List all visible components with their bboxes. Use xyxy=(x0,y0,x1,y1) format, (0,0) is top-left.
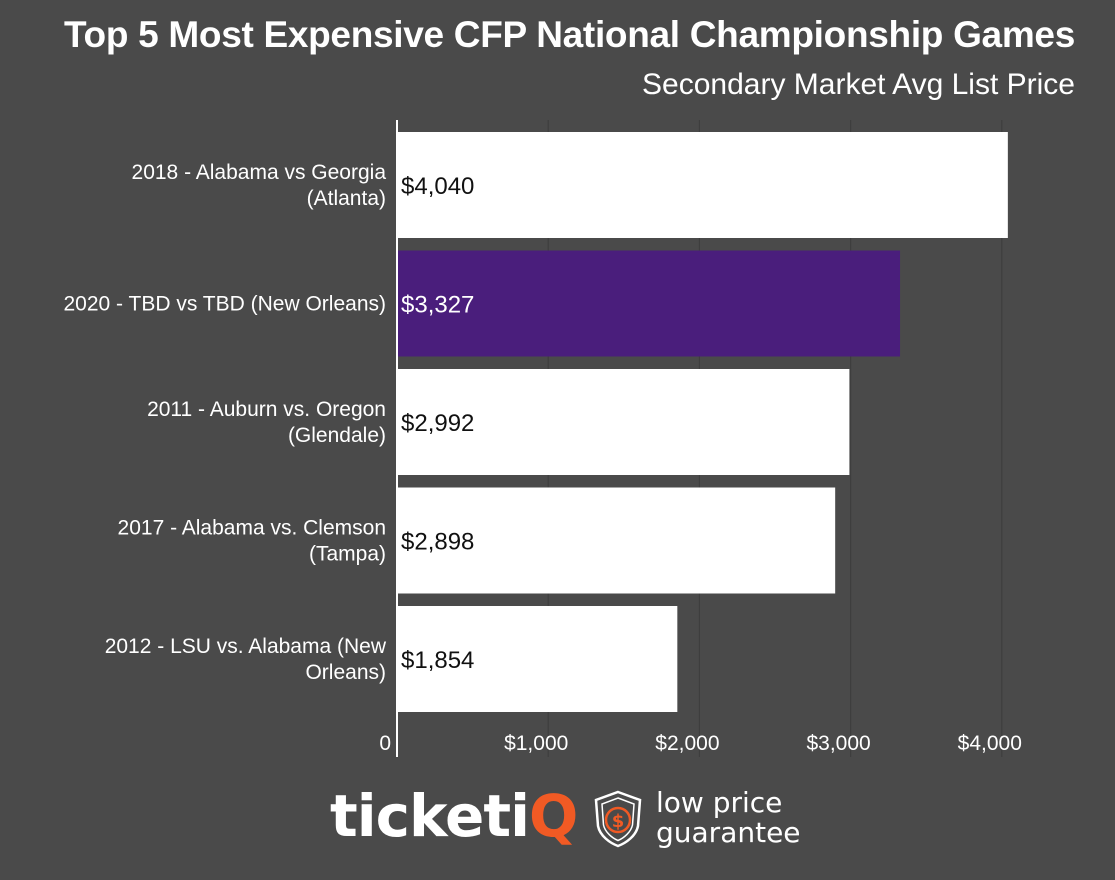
category-label: 2018 - Alabama vs Georgia xyxy=(132,161,387,184)
brand-prefix: ticketi xyxy=(330,782,530,850)
shield-dollar-icon: $ xyxy=(594,790,642,848)
bar-4 xyxy=(397,606,678,712)
category-label: (Glendale) xyxy=(288,424,386,447)
bars xyxy=(397,132,1008,712)
x-tick-label: $3,000 xyxy=(806,732,870,755)
bar-value-label: $3,327 xyxy=(401,292,474,319)
bar-3 xyxy=(397,487,836,594)
category-label: 2012 - LSU vs. Alabama (New xyxy=(105,635,387,658)
category-label: 2017 - Alabama vs. Clemson xyxy=(118,517,386,540)
category-label: Orleans) xyxy=(305,661,386,684)
bar-1 xyxy=(397,250,901,357)
x-tick-label: $1,000 xyxy=(504,732,568,755)
ticketiq-logo: ticketiQ $ low price guarantee xyxy=(330,780,810,860)
brand-accent-letter: Q xyxy=(528,782,578,850)
tagline: low price guarantee xyxy=(656,788,801,848)
bar-2 xyxy=(397,369,850,475)
labels: 0 $1,000 $2,000 $3,000 $4,000 $4,040 2018 - Al… xyxy=(64,161,1022,755)
bar-value-label: $2,898 xyxy=(401,529,474,556)
x-tick-label: 0 xyxy=(379,732,391,755)
category-label: 2020 - TBD vs TBD (New Orleans) xyxy=(64,293,387,316)
tagline-line-2: guarantee xyxy=(656,816,801,849)
bar-0 xyxy=(397,132,1008,238)
bar-value-label: $4,040 xyxy=(401,173,474,200)
brand-wordmark: ticketiQ xyxy=(330,780,578,852)
x-tick-label: $4,000 xyxy=(958,732,1022,755)
x-tick-label: $2,000 xyxy=(655,732,719,755)
chart-title: Top 5 Most Expensive CFP National Champi… xyxy=(63,14,1075,55)
category-label: 2011 - Auburn vs. Oregon xyxy=(147,398,386,421)
category-label: (Atlanta) xyxy=(307,187,386,210)
category-label: (Tampa) xyxy=(309,543,386,566)
bar-value-label: $1,854 xyxy=(401,647,474,674)
svg-text:$: $ xyxy=(612,811,625,832)
bar-value-label: $2,992 xyxy=(401,410,474,437)
tagline-line-1: low price xyxy=(656,786,783,819)
chart-subtitle: Secondary Market Avg List Price xyxy=(642,68,1075,101)
